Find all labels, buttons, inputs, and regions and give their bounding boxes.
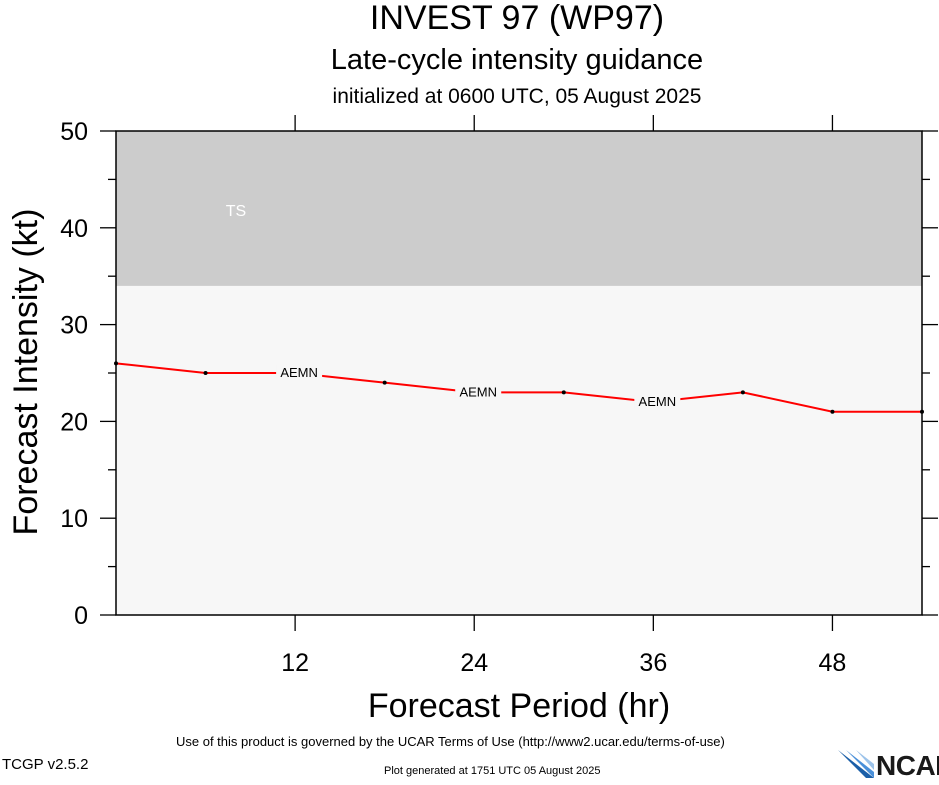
- series-label: AEMN: [639, 394, 677, 409]
- y-tick-label: 10: [60, 505, 88, 533]
- series-line: [115, 362, 922, 413]
- initialization-time: initialized at 0600 UTC, 05 August 2025: [332, 85, 702, 108]
- y-tick-label: 20: [60, 408, 88, 436]
- data-point: [561, 390, 566, 395]
- data-point: [203, 371, 208, 375]
- axis-ticks: [100, 115, 938, 631]
- ncar-logo: NCAR: [836, 748, 939, 780]
- x-tick-label: 24: [460, 649, 488, 677]
- x-tick-label: 48: [819, 649, 847, 677]
- data-point: [740, 390, 745, 395]
- series-label: AEMN: [459, 384, 497, 399]
- series-label-bg: [634, 394, 681, 409]
- y-tick-label: 50: [60, 118, 88, 146]
- x-tick-label: 12: [281, 649, 309, 677]
- version-label: TCGP v2.5.2: [2, 756, 89, 773]
- series-label: AEMN: [280, 365, 318, 380]
- ts-band-label: TS: [226, 203, 246, 220]
- data-point: [830, 409, 835, 414]
- y-axis-label: Forecast Intensity (kt): [7, 208, 45, 536]
- chart-subtitle: Late-cycle intensity guidance: [330, 44, 704, 76]
- y-tick-label: 30: [60, 312, 88, 340]
- series-label-bg: [455, 384, 502, 399]
- y-tick-label: 0: [74, 602, 88, 630]
- chart-title: INVEST 97 (WP97): [369, 0, 665, 37]
- ncar-logo-text: NCAR: [876, 750, 939, 781]
- ncar-swoosh-icon: [838, 750, 874, 778]
- y-tick-labels: 0 10 20 30 40 50: [60, 118, 88, 630]
- series-label-bg: [276, 365, 323, 379]
- ts-band: [116, 131, 922, 286]
- generated-timestamp: Plot generated at 1751 UTC 05 August 202…: [384, 765, 601, 777]
- plot-frame: [115, 130, 923, 616]
- x-tick-labels: 12 24 36 48: [281, 649, 846, 677]
- series-aemn: AEMN AEMN AEMN: [114, 361, 924, 414]
- terms-of-use-notice: Use of this product is governed by the U…: [176, 734, 725, 749]
- x-tick-label: 36: [639, 649, 667, 677]
- x-axis-label: Forecast Period (hr): [367, 687, 671, 725]
- data-point: [382, 380, 387, 385]
- y-tick-label: 40: [60, 215, 88, 243]
